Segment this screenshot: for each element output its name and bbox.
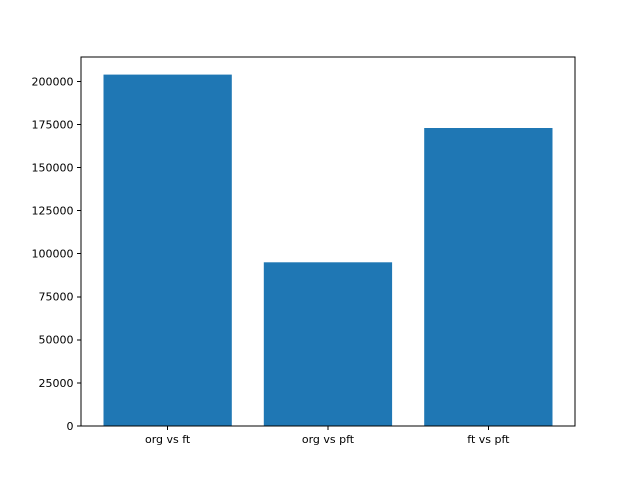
y-tick-label: 50000 (39, 334, 74, 347)
y-tick-label: 150000 (32, 161, 74, 174)
y-tick-label: 100000 (32, 248, 74, 261)
bar-org-vs-ft (103, 74, 232, 426)
bar-org-vs-pft (263, 262, 393, 426)
y-tick-label: 0 (67, 420, 74, 433)
y-tick-label: 75000 (39, 291, 74, 304)
y-tick-label: 125000 (32, 205, 74, 218)
x-tick-label: org vs ft (145, 433, 191, 446)
y-tick-label: 175000 (32, 118, 74, 131)
y-tick-label: 200000 (32, 75, 74, 88)
x-tick-label: org vs pft (302, 433, 355, 446)
y-tick-label: 25000 (39, 377, 74, 390)
bar-ft-vs-pft (424, 128, 553, 426)
x-tick-label: ft vs pft (467, 433, 510, 446)
